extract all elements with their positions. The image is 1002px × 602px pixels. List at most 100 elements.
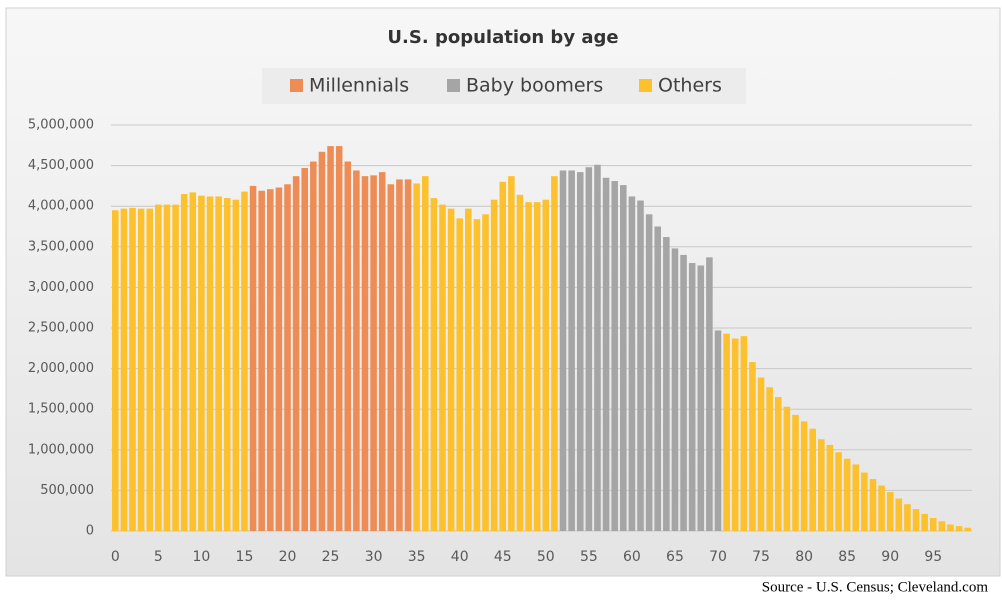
x-tick-label: 10 — [192, 549, 210, 565]
bar — [861, 472, 868, 531]
bar — [602, 177, 610, 531]
bar — [542, 199, 550, 532]
bar — [654, 226, 662, 531]
legend-swatch — [447, 79, 460, 92]
x-tick-label: 75 — [752, 549, 770, 565]
y-tick-label: 2,000,000 — [28, 361, 94, 376]
bar — [723, 333, 730, 531]
bar — [137, 208, 145, 532]
bar — [508, 176, 515, 531]
x-tick-label: 15 — [236, 549, 254, 565]
bar — [206, 196, 214, 531]
bar — [404, 179, 412, 532]
bar — [620, 185, 627, 531]
legend-label: Others — [658, 75, 722, 97]
bar — [223, 198, 231, 531]
bar — [878, 485, 885, 531]
legend-box — [262, 68, 746, 104]
bar — [430, 198, 438, 531]
bar — [706, 257, 713, 531]
bar — [310, 161, 317, 532]
bar — [353, 170, 360, 532]
x-tick-label: 70 — [709, 549, 727, 565]
bar — [482, 214, 489, 531]
bar — [490, 199, 498, 532]
y-tick-label: 1,500,000 — [28, 402, 94, 417]
bar — [499, 181, 507, 531]
bar — [189, 192, 197, 531]
bar — [421, 176, 429, 531]
bar — [516, 194, 524, 531]
bar — [680, 254, 687, 532]
bar — [697, 265, 705, 531]
legend-label: Baby boomers — [466, 75, 603, 97]
x-tick-label: 20 — [279, 549, 297, 565]
x-tick-label: 0 — [111, 549, 120, 565]
y-tick-label: 4,000,000 — [28, 199, 94, 214]
bar — [258, 190, 265, 531]
bar — [180, 194, 188, 531]
bar — [370, 175, 377, 531]
bar — [456, 218, 463, 531]
bar — [465, 208, 472, 532]
bar — [525, 202, 532, 531]
x-tick-label: 80 — [795, 549, 813, 565]
bar — [929, 518, 937, 531]
bar — [361, 176, 369, 531]
bar — [843, 458, 851, 531]
bar — [146, 208, 154, 532]
bar — [947, 524, 954, 531]
bar — [628, 196, 636, 531]
bar — [120, 208, 128, 532]
x-tick-label: 65 — [666, 549, 684, 565]
y-tick-label: 1,000,000 — [28, 442, 94, 457]
bar — [800, 421, 808, 531]
bar — [533, 202, 541, 531]
bar — [809, 428, 816, 531]
x-tick-label: 35 — [408, 549, 426, 565]
bar — [869, 479, 877, 531]
y-tick-label: 2,500,000 — [28, 321, 94, 336]
bar — [318, 151, 326, 531]
bar — [757, 377, 765, 531]
bar — [688, 263, 696, 531]
bar — [766, 387, 773, 531]
x-tick-label: 5 — [154, 549, 163, 565]
bar — [921, 513, 928, 531]
y-tick-label: 3,000,000 — [28, 280, 94, 295]
bar — [637, 200, 644, 532]
legend-label: Millennials — [309, 75, 409, 97]
bar — [172, 204, 179, 532]
bar — [249, 185, 257, 531]
bar — [335, 146, 343, 531]
bar — [568, 170, 575, 532]
bar — [292, 176, 300, 531]
bar — [267, 189, 274, 531]
bar — [818, 439, 825, 531]
y-tick-label: 500,000 — [40, 483, 94, 498]
legend-swatch — [290, 79, 303, 92]
x-tick-label: 55 — [580, 549, 598, 565]
bar — [783, 406, 791, 531]
bar — [912, 509, 920, 531]
bar — [645, 214, 653, 531]
bar — [413, 183, 420, 532]
x-tick-label: 85 — [838, 549, 856, 565]
y-tick-label: 4,500,000 — [28, 158, 94, 173]
bar — [275, 187, 283, 532]
bar — [835, 452, 842, 531]
bar — [826, 444, 834, 531]
bar — [852, 464, 860, 531]
bar — [663, 237, 670, 531]
bar — [731, 338, 739, 531]
bar — [129, 207, 136, 531]
bar — [232, 199, 240, 532]
bar — [792, 414, 799, 531]
bar — [284, 184, 291, 531]
x-tick-label: 90 — [881, 549, 899, 565]
bar — [611, 181, 618, 531]
bar — [594, 164, 601, 531]
bar — [938, 521, 946, 531]
x-tick-label: 95 — [924, 549, 942, 565]
